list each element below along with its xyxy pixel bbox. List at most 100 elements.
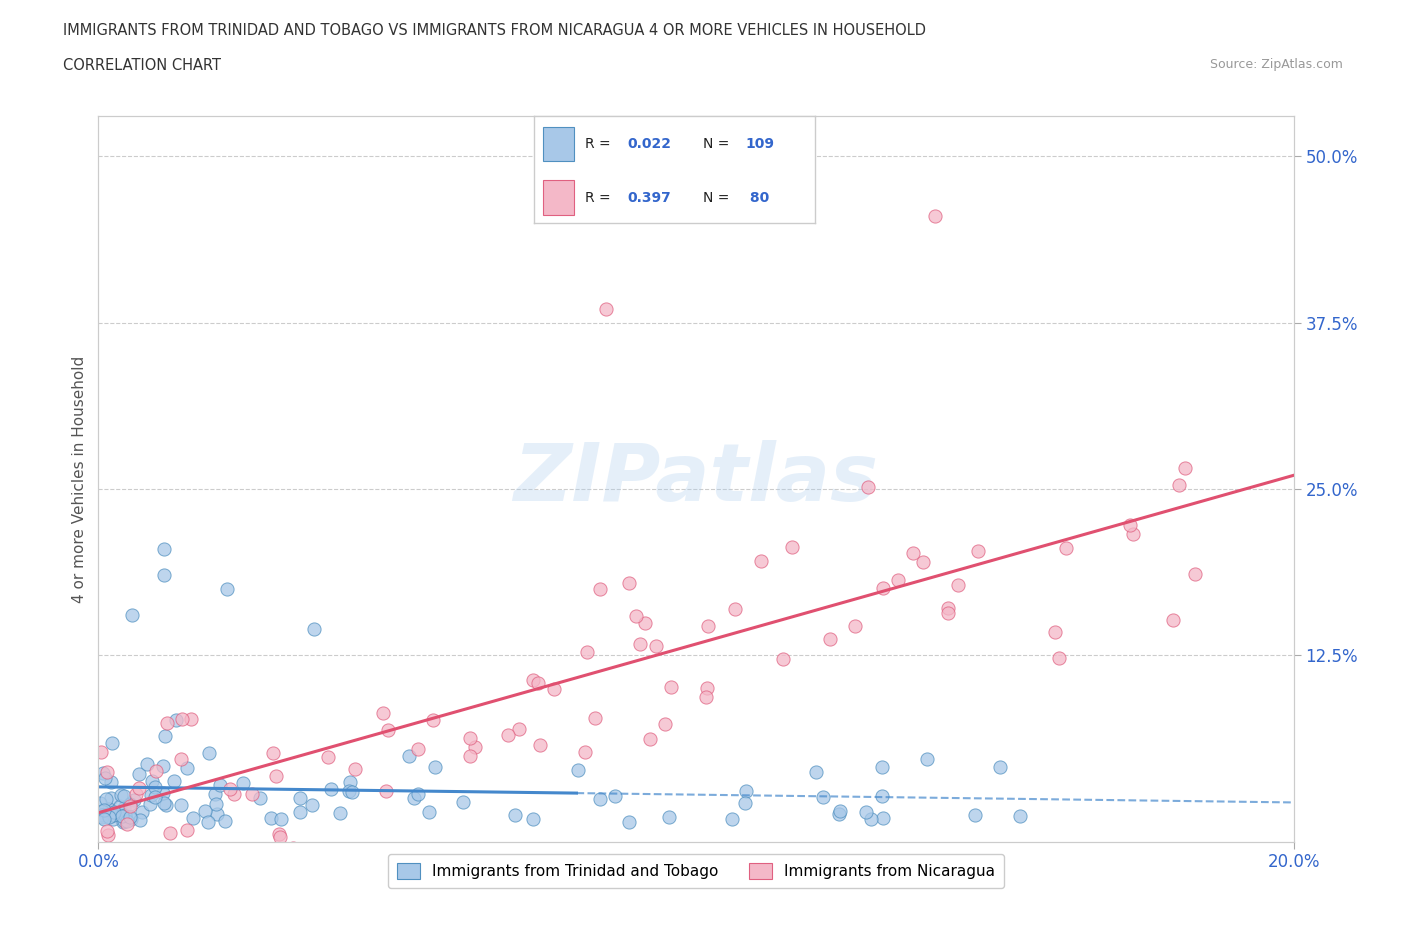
Point xyxy=(772,651,794,666)
Point xyxy=(374,783,396,798)
Point xyxy=(153,541,176,556)
Point xyxy=(589,581,612,596)
Point xyxy=(281,841,304,856)
Point xyxy=(176,761,198,776)
Point xyxy=(659,680,682,695)
Text: Source: ZipAtlas.com: Source: ZipAtlas.com xyxy=(1209,58,1343,71)
Point xyxy=(780,539,803,554)
Point xyxy=(93,803,115,817)
Point xyxy=(451,794,474,809)
Point xyxy=(101,812,124,827)
Point xyxy=(94,791,117,806)
Point xyxy=(1119,517,1142,532)
Text: 0.397: 0.397 xyxy=(627,191,671,205)
Point xyxy=(1173,460,1195,475)
Point xyxy=(101,736,124,751)
Point xyxy=(176,822,198,837)
Point xyxy=(264,769,287,784)
Point xyxy=(112,814,135,829)
Point xyxy=(628,637,651,652)
Point xyxy=(162,774,184,789)
Point xyxy=(1010,808,1032,823)
Point xyxy=(337,783,360,798)
Point xyxy=(136,757,159,772)
Point xyxy=(125,786,148,801)
Point xyxy=(170,752,193,767)
Point xyxy=(98,802,121,817)
Point xyxy=(695,690,717,705)
Text: 109: 109 xyxy=(745,137,775,151)
Point xyxy=(624,608,647,623)
Point xyxy=(155,729,177,744)
Point xyxy=(181,810,204,825)
Point xyxy=(152,785,174,800)
Point xyxy=(98,810,121,825)
Point xyxy=(818,631,841,646)
Point xyxy=(634,616,657,631)
Point xyxy=(101,808,124,823)
Point xyxy=(122,793,145,808)
Point xyxy=(104,805,127,820)
FancyBboxPatch shape xyxy=(543,127,574,161)
Point xyxy=(152,759,174,774)
Point xyxy=(508,722,530,737)
Point xyxy=(152,796,174,811)
Point xyxy=(458,749,481,764)
Point xyxy=(205,796,228,811)
Point xyxy=(155,797,177,812)
Point xyxy=(115,817,138,831)
Point xyxy=(696,681,718,696)
Point xyxy=(197,746,219,761)
Point xyxy=(988,760,1011,775)
Point xyxy=(208,778,231,793)
Point xyxy=(100,775,122,790)
Point xyxy=(603,789,626,804)
Point xyxy=(1047,651,1070,666)
Point xyxy=(697,618,720,633)
Point xyxy=(526,676,548,691)
Point xyxy=(91,765,114,780)
Point xyxy=(339,775,361,790)
Point xyxy=(159,826,181,841)
Point xyxy=(1161,613,1184,628)
Point xyxy=(860,812,883,827)
Point xyxy=(574,745,596,760)
Point xyxy=(131,804,153,819)
Point xyxy=(262,746,284,761)
Point xyxy=(128,781,150,796)
Point xyxy=(118,799,141,814)
Point xyxy=(90,744,112,759)
Point xyxy=(114,807,136,822)
Point xyxy=(377,723,399,737)
Point xyxy=(398,749,420,764)
Point xyxy=(90,804,112,818)
Point xyxy=(734,795,756,810)
Point xyxy=(101,808,124,823)
Point xyxy=(112,788,135,803)
Point xyxy=(249,790,271,805)
Point xyxy=(204,786,226,801)
Point xyxy=(139,788,162,803)
Legend: Immigrants from Trinidad and Tobago, Immigrants from Nicaragua: Immigrants from Trinidad and Tobago, Imm… xyxy=(388,854,1004,888)
Text: R =: R = xyxy=(585,137,614,151)
Point xyxy=(418,804,440,819)
Point xyxy=(938,605,960,620)
Point xyxy=(110,787,132,802)
Point xyxy=(404,790,426,805)
Point xyxy=(724,601,747,616)
Point xyxy=(575,644,598,659)
Point xyxy=(870,760,893,775)
Point xyxy=(180,712,202,727)
Point xyxy=(1043,625,1066,640)
Point xyxy=(522,672,544,687)
Point xyxy=(654,716,676,731)
Point xyxy=(936,601,959,616)
Point xyxy=(269,830,291,844)
Point xyxy=(458,730,481,745)
Point xyxy=(103,804,125,819)
Point xyxy=(408,741,430,756)
Point xyxy=(115,813,138,828)
Point xyxy=(543,682,565,697)
Point xyxy=(915,752,938,767)
Point xyxy=(97,828,120,843)
